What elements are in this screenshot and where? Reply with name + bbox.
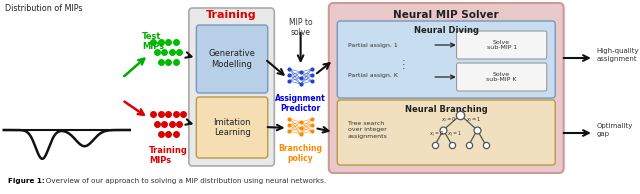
Text: $x_j=1$: $x_j=1$ [447,130,462,140]
Text: Assignment
Predictor: Assignment Predictor [275,94,326,113]
FancyBboxPatch shape [337,21,556,98]
Text: Figure 1:: Figure 1: [8,178,44,184]
Text: Solve
sub-MIP 1: Solve sub-MIP 1 [486,40,516,50]
Text: Branching
policy: Branching policy [278,144,323,163]
Text: $x_i=1$: $x_i=1$ [466,115,481,124]
FancyBboxPatch shape [196,97,268,158]
Text: High-quality
assignment: High-quality assignment [596,48,639,62]
Text: Training
MIPs: Training MIPs [149,146,188,165]
Text: Training: Training [206,10,257,20]
Text: .: . [402,61,406,71]
Text: Overview of our approach to solving a MIP distribution using neural networks.: Overview of our approach to solving a MI… [40,178,326,184]
Text: $x_j=0$: $x_j=0$ [429,130,444,140]
Text: Solve
sub-MIP K: Solve sub-MIP K [486,72,517,82]
Text: Partial assign. 1: Partial assign. 1 [348,43,397,48]
FancyBboxPatch shape [456,31,547,59]
FancyBboxPatch shape [329,3,564,173]
FancyBboxPatch shape [196,25,268,93]
Text: Tree search
over integer
assignments: Tree search over integer assignments [348,121,387,139]
Text: Neural Diving: Neural Diving [413,26,479,35]
Text: Imitation
Learning: Imitation Learning [213,118,251,137]
FancyBboxPatch shape [337,100,556,165]
Text: Test
MIPs: Test MIPs [142,32,164,51]
Text: $x_i=0$: $x_i=0$ [441,115,457,124]
Text: Distribution of MIPs: Distribution of MIPs [4,4,82,13]
Text: MIP to
solve: MIP to solve [289,18,312,37]
Text: Optimality
gap: Optimality gap [596,123,633,137]
FancyBboxPatch shape [189,8,275,166]
Text: Generative
Modelling: Generative Modelling [209,49,255,69]
Text: .: . [402,53,406,63]
Text: Partial assign. K: Partial assign. K [348,74,397,79]
Text: .: . [402,57,406,67]
Text: Neural MIP Solver: Neural MIP Solver [394,10,499,20]
FancyBboxPatch shape [456,63,547,91]
Text: Neural Branching: Neural Branching [405,105,488,114]
